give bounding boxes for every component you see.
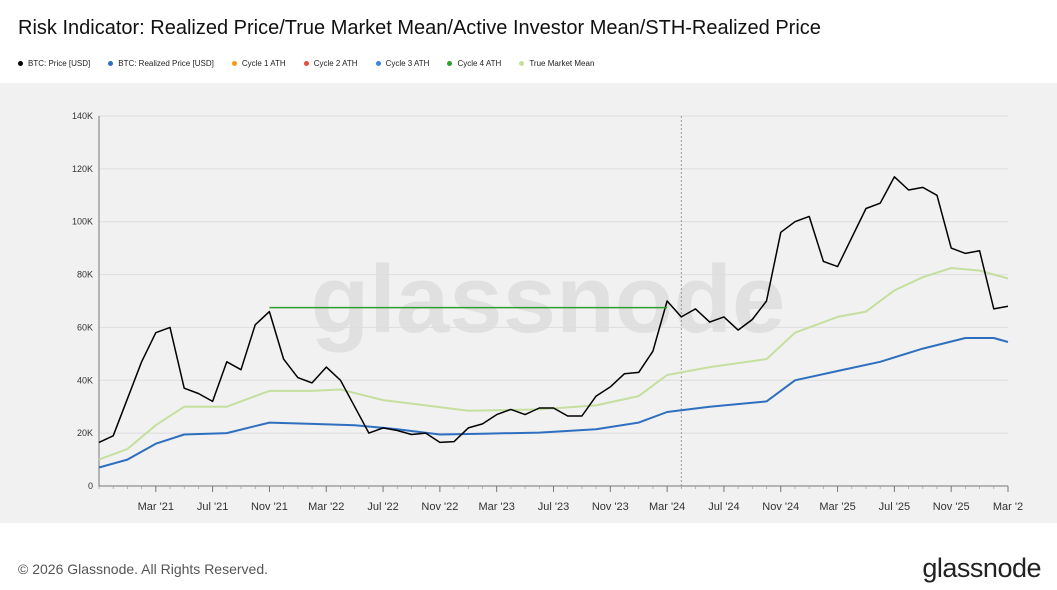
legend-item-btc-price[interactable]: BTC: Price [USD]	[18, 59, 90, 68]
x-tick-label: Mar '24	[649, 501, 685, 513]
legend-label: True Market Mean	[529, 59, 595, 68]
series-line-btc-price	[98, 176, 1009, 444]
series-line-true-market-mean	[98, 267, 1009, 461]
x-tick-label: Jul '22	[367, 501, 398, 513]
x-tick-label: Jul '23	[538, 501, 569, 513]
legend-dot-icon	[108, 61, 114, 66]
legend-item-cycle3-ath[interactable]: Cycle 3 ATH	[375, 59, 430, 68]
legend-dot-icon	[231, 61, 237, 66]
x-tick-label: Mar '2	[993, 501, 1023, 513]
y-tick-label: 60K	[77, 322, 93, 332]
x-tick-label: Jul '24	[708, 501, 739, 513]
series-line-realized-price	[98, 337, 1009, 469]
legend-label: BTC: Realized Price [USD]	[118, 59, 214, 68]
chart-marks	[98, 116, 1009, 486]
legend-item-realized-price[interactable]: BTC: Realized Price [USD]	[108, 59, 214, 68]
legend-dot-icon	[303, 61, 309, 66]
legend-item-cycle1-ath[interactable]: Cycle 1 ATH	[231, 59, 286, 68]
x-tick-label: Nov '22	[421, 501, 458, 513]
legend-dot-icon	[447, 61, 453, 66]
x-tick-label: Nov '23	[592, 501, 629, 513]
legend-label: Cycle 4 ATH	[457, 59, 502, 68]
legend-dot-icon	[519, 61, 525, 66]
legend-label: BTC: Price [USD]	[28, 59, 91, 68]
copyright-text: © 2026 Glassnode. All Rights Reserved.	[18, 561, 269, 577]
x-tick-label: Jul '21	[197, 501, 228, 513]
y-tick-label: 120K	[72, 164, 93, 174]
legend-dot-icon	[18, 61, 23, 66]
legend-label: Cycle 1 ATH	[241, 59, 286, 68]
y-tick-label: 100K	[72, 217, 93, 227]
x-tick-label: Nov '24	[762, 501, 799, 513]
x-tick-label: Mar '23	[479, 501, 515, 513]
y-axis: 0 20K 40K 60K 80K 100K 120K 140K	[72, 111, 100, 491]
plot-background	[0, 83, 1057, 523]
legend-item-true-market-mean[interactable]: True Market Mean	[519, 59, 594, 68]
x-tick-label: Mar '21	[138, 501, 174, 513]
y-tick-label: 140K	[72, 111, 93, 121]
legend-label: Cycle 2 ATH	[313, 59, 358, 68]
y-tick-label: 80K	[77, 270, 93, 280]
y-tick-label: 20K	[77, 428, 93, 438]
watermark-text: glassnode	[311, 246, 786, 353]
y-tick-label: 40K	[77, 375, 93, 385]
x-tick-label: Mar '22	[308, 501, 344, 513]
x-tick-label: Nov '25	[933, 501, 970, 513]
y-tick-label: 0	[88, 481, 93, 491]
legend-label: Cycle 3 ATH	[385, 59, 430, 68]
x-axis: Mar '21 Jul '21 Nov '21 Mar '22 Jul '22 Nov '…	[98, 485, 1023, 513]
x-tick-label: Jul '25	[879, 501, 910, 513]
glassnode-logo[interactable]: glassnode	[922, 553, 1041, 583]
chart-legend: BTC: Price [USD] BTC: Realized Price [US…	[18, 59, 594, 68]
x-tick-label: Mar '25	[819, 501, 855, 513]
legend-item-cycle2-ath[interactable]: Cycle 2 ATH	[303, 59, 358, 68]
legend-item-cycle4-ath[interactable]: Cycle 4 ATH	[447, 59, 501, 68]
legend-dot-icon	[375, 61, 381, 66]
x-tick-label: Nov '21	[251, 501, 288, 513]
chart-title: Risk Indicator: Realized Price/True Mark…	[18, 17, 821, 39]
